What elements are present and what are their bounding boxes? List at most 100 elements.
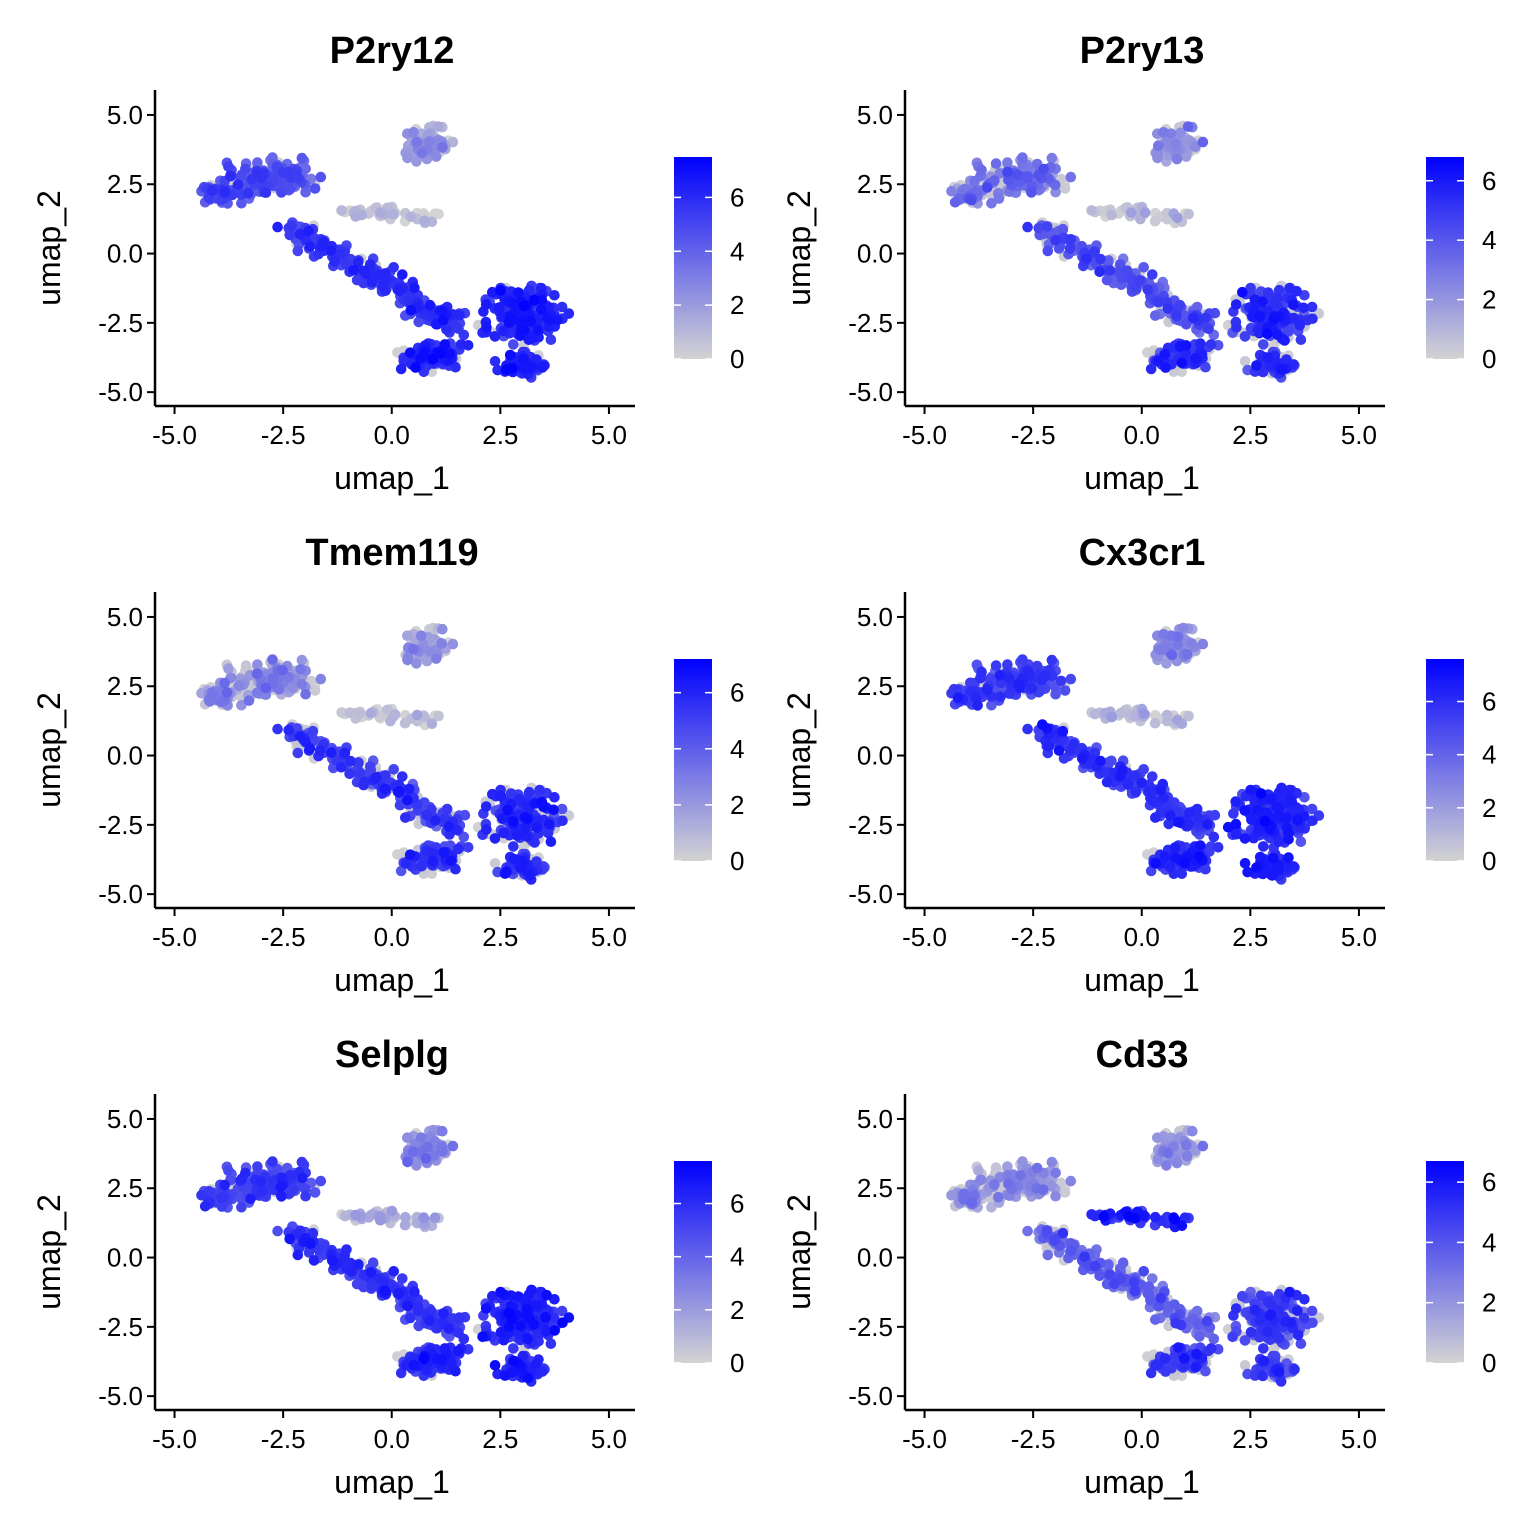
- cell-point: [443, 1323, 455, 1334]
- cell-point: [498, 325, 510, 337]
- cell-point: [1134, 275, 1146, 286]
- cell-point: [515, 316, 526, 328]
- y-tick-label: 5.0: [107, 602, 143, 632]
- cell-point: [1147, 269, 1158, 280]
- cell-point: [450, 361, 461, 373]
- cell-point: [303, 225, 314, 237]
- cell-point: [536, 304, 547, 316]
- cell-point: [219, 1179, 230, 1191]
- cell-point: [1258, 339, 1269, 350]
- cell-point: [1022, 221, 1033, 233]
- cell-point: [544, 819, 555, 830]
- cell-point: [424, 1315, 435, 1326]
- cell-point: [402, 654, 413, 666]
- cell-point: [255, 1176, 267, 1187]
- cell-point: [348, 264, 359, 276]
- cell-point: [252, 659, 263, 670]
- cell-point: [233, 680, 245, 691]
- cell-point: [293, 173, 305, 184]
- cell-point: [1095, 755, 1106, 767]
- cell-point: [1158, 127, 1169, 138]
- cell-point: [966, 194, 977, 206]
- cell-point: [1042, 245, 1054, 257]
- cell-point: [284, 229, 296, 241]
- cell-point: [481, 824, 492, 835]
- cell-point: [1183, 208, 1194, 220]
- cell-point: [1230, 818, 1242, 830]
- y-tick-label: -5.0: [848, 879, 893, 909]
- cell-point: [1154, 644, 1165, 655]
- cell-point: [1002, 157, 1013, 168]
- cell-point: [990, 158, 1002, 169]
- cell-point: [284, 1233, 296, 1245]
- x-axis-label: umap_1: [334, 460, 450, 496]
- cell-point: [1068, 738, 1079, 750]
- cell-point: [519, 822, 531, 833]
- cell-point: [404, 849, 416, 860]
- cell-point: [353, 1259, 364, 1270]
- x-tick-label: 5.0: [591, 420, 627, 450]
- cell-point: [309, 685, 321, 696]
- cell-point: [1159, 349, 1171, 360]
- cell-point: [1258, 841, 1269, 852]
- cell-point: [990, 660, 1002, 671]
- cell-point: [441, 324, 452, 335]
- cell-point: [410, 362, 421, 373]
- cell-point: [1271, 298, 1282, 310]
- cell-point: [339, 747, 351, 759]
- cell-point: [1095, 253, 1106, 265]
- cell-point: [1089, 708, 1101, 720]
- cell-point: [415, 630, 427, 641]
- cell-point: [549, 1325, 560, 1336]
- cell-point: [1086, 205, 1097, 216]
- cell-point: [438, 847, 450, 858]
- cell-point: [542, 312, 553, 324]
- x-tick-label: 2.5: [1232, 420, 1268, 450]
- cell-point: [206, 687, 218, 698]
- cell-point: [405, 211, 417, 222]
- y-tick-label: -2.5: [848, 810, 893, 840]
- colorbar-tick-label: 6: [1482, 687, 1496, 717]
- cell-point: [380, 268, 391, 279]
- cell-point: [413, 316, 425, 328]
- cell-point: [1152, 296, 1163, 308]
- cell-point: [339, 1210, 351, 1222]
- cell-point: [439, 339, 451, 350]
- cell-point: [1245, 784, 1256, 796]
- cell-point: [286, 220, 297, 231]
- x-tick-label: -5.0: [902, 420, 947, 450]
- cell-point: [292, 747, 304, 759]
- cell-point: [292, 1249, 304, 1261]
- cell-point: [523, 284, 535, 296]
- cell-point: [1094, 266, 1105, 278]
- cell-point: [1139, 207, 1151, 218]
- cell-point: [1059, 183, 1071, 194]
- cell-point: [1266, 793, 1277, 804]
- cell-point: [1230, 299, 1242, 310]
- y-tick-label: 0.0: [857, 239, 893, 269]
- points-layer: [946, 120, 1325, 383]
- cell-point: [1150, 812, 1161, 823]
- cell-point: [458, 1333, 470, 1345]
- y-axis-label: umap_2: [781, 190, 817, 306]
- cell-point: [1186, 638, 1197, 649]
- cell-point: [243, 187, 254, 199]
- cell-point: [549, 792, 560, 803]
- panel-title: P2ry13: [1080, 30, 1205, 72]
- cell-point: [519, 300, 530, 312]
- cell-point: [508, 1355, 520, 1367]
- cell-point: [419, 215, 431, 227]
- colorbar-fill: [674, 157, 712, 359]
- cell-point: [952, 692, 964, 703]
- cell-point: [1197, 136, 1209, 148]
- cell-point: [1022, 723, 1033, 735]
- cell-point: [1130, 786, 1142, 797]
- cell-point: [1153, 140, 1164, 151]
- cell-point: [1277, 364, 1288, 376]
- cell-point: [548, 804, 559, 816]
- y-axis-label: umap_2: [31, 190, 67, 306]
- cell-point: [296, 654, 308, 666]
- cell-point: [436, 1354, 448, 1366]
- cell-point: [344, 768, 355, 780]
- x-tick-label: 0.0: [374, 420, 410, 450]
